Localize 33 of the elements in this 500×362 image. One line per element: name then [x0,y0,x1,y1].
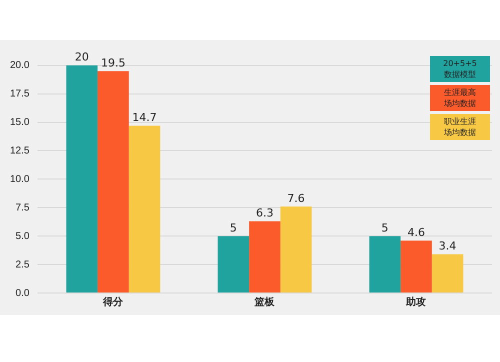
y-tick-label: 17.5 [10,88,30,100]
text: 20+5+5 数据模型 [442,58,478,80]
data-label: 14.7 [132,111,157,124]
data-label: 6.3 [256,206,274,220]
y-tick-label: 0.0 [16,288,30,299]
y-tick-label: 5.0 [16,230,30,242]
data-label: 5 [230,221,237,234]
data-label: 7.6 [287,192,305,205]
bar [432,254,464,292]
bar [66,65,98,292]
y-tick-label: 10.0 [10,174,30,185]
data-label: 20 [74,50,89,64]
data-label: 4.6 [407,226,425,240]
bar [280,206,312,292]
bar [400,240,432,292]
text: 职业生涯场均数据 [443,116,477,138]
x-tick-label: 助攻 [405,296,426,308]
data-label: 19.5 [100,56,126,70]
y-tick-label: 15.0 [10,117,30,128]
y-tick-label: 20.0 [10,60,30,72]
x-tick-label: 篮板 [254,296,276,308]
data-label: 3.4 [438,240,456,253]
bar [128,126,160,292]
bar [249,221,280,292]
text: 生涯最高场均数据 [443,87,477,109]
x-tick-label: 得分 [102,296,124,308]
bar [369,236,401,292]
bar [98,71,129,292]
y-tick-label: 2.5 [16,259,30,270]
y-tick-label: 7.5 [16,202,30,214]
data-label: 5 [381,221,388,234]
bar [218,236,250,292]
y-tick-label: 12.5 [10,145,30,156]
